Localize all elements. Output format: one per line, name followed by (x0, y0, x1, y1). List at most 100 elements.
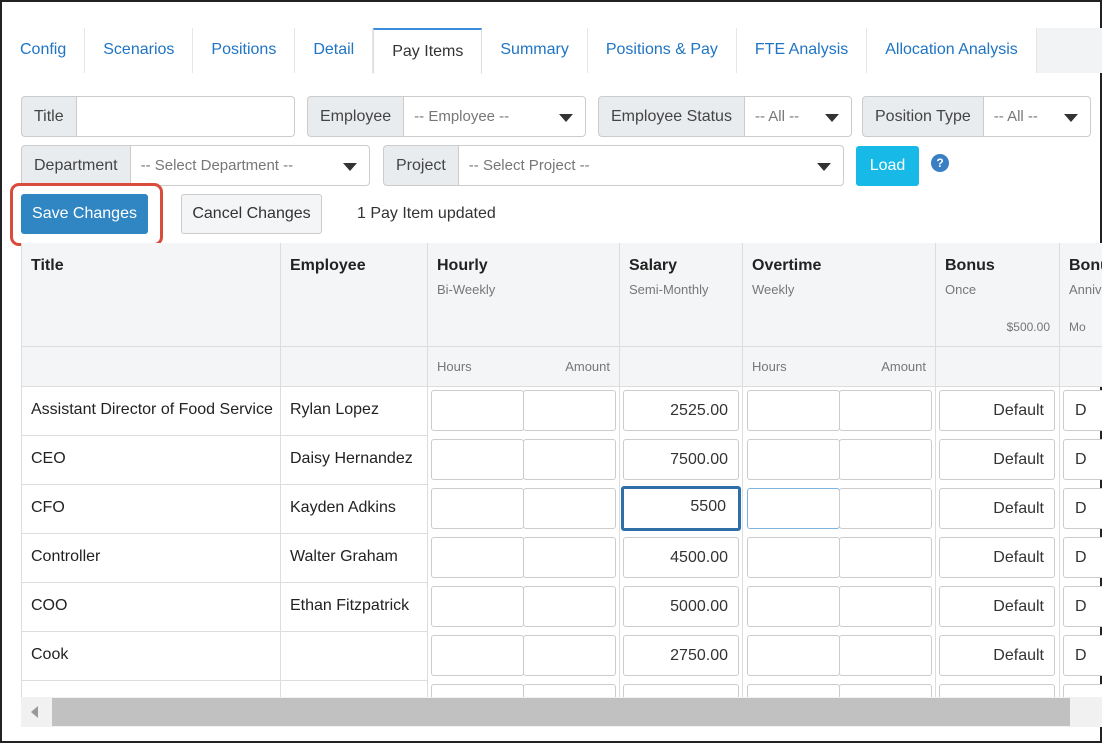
header-cell: Title (22, 243, 280, 347)
cancel-changes-button[interactable]: Cancel Changes (181, 194, 322, 234)
position-type-label: Position Type (862, 96, 983, 137)
bonus-2-select[interactable]: D (1063, 390, 1102, 431)
project-select[interactable]: -- Select Project -- (457, 145, 844, 186)
table-row (281, 534, 427, 583)
employee-status-select[interactable]: -- All -- (743, 96, 852, 137)
hourly-hours-input[interactable] (431, 684, 524, 697)
table-row (281, 632, 427, 681)
salary-input[interactable]: 2750.00 (623, 635, 739, 676)
overtime-amount-input[interactable] (839, 488, 932, 529)
overtime-amount-input[interactable] (839, 586, 932, 627)
chevron-down-icon (816, 163, 831, 171)
column-bonus-anniversary: Bonu Anniv Mo D D D D D D (1060, 243, 1102, 697)
tab-pay-items[interactable]: Pay Items (373, 28, 483, 74)
tab-summary[interactable]: Summary (482, 28, 588, 73)
project-select-value: -- Select Project -- (468, 157, 590, 174)
tab-detail[interactable]: Detail (295, 28, 374, 73)
bonus-select[interactable]: Default (939, 586, 1055, 627)
salary-input[interactable]: 2525.00 (623, 390, 739, 431)
tab-positions-pay[interactable]: Positions & Pay (587, 28, 737, 73)
header-bonus: Bonus (945, 257, 995, 274)
table-row (22, 583, 280, 632)
subheader-amount: Amount (881, 359, 926, 374)
department-select[interactable]: -- Select Department -- (129, 145, 370, 186)
hourly-hours-input[interactable] (431, 537, 524, 578)
salary-input[interactable]: 5000.00 (623, 586, 739, 627)
hourly-hours-input[interactable] (431, 439, 524, 480)
employee-status-filter: Employee Status -- All -- (598, 96, 852, 137)
tab-scenarios[interactable]: Scenarios (85, 28, 194, 73)
title-input[interactable] (76, 97, 294, 136)
table-row (281, 485, 427, 534)
help-icon[interactable]: ? (931, 154, 949, 172)
salary-input-editing[interactable]: 5500 (621, 486, 741, 531)
bonus-select[interactable]: Default (939, 537, 1055, 578)
overtime-hours-input[interactable] (747, 537, 840, 578)
hourly-hours-input[interactable] (431, 635, 524, 676)
overtime-hours-input[interactable] (747, 586, 840, 627)
horizontal-scrollbar[interactable] (21, 697, 1102, 727)
bonus-2-select[interactable] (1063, 684, 1102, 697)
overtime-hours-input[interactable] (747, 635, 840, 676)
header-title: Title (31, 257, 64, 274)
bonus-select[interactable]: Default (939, 439, 1055, 480)
hourly-hours-input[interactable] (431, 488, 524, 529)
overtime-hours-input-focused[interactable] (747, 488, 840, 529)
overtime-amount-input[interactable] (839, 390, 932, 431)
header-cell: Overtime Weekly (743, 243, 935, 347)
tab-allocation-analysis[interactable]: Allocation Analysis (867, 28, 1037, 73)
subheader-cell (22, 347, 280, 387)
bonus-2-select[interactable]: D (1063, 439, 1102, 480)
bonus-2-select[interactable]: D (1063, 537, 1102, 578)
hourly-amount-input[interactable] (523, 684, 616, 697)
table-row (22, 436, 280, 485)
tab-positions[interactable]: Positions (193, 28, 296, 73)
save-changes-button[interactable]: Save Changes (21, 194, 148, 234)
header-cell: Hourly Bi-Weekly (428, 243, 619, 347)
hourly-hours-input[interactable] (431, 586, 524, 627)
hourly-amount-input[interactable] (523, 537, 616, 578)
bonus-select[interactable] (939, 684, 1055, 697)
cell-employee: Daisy Hernandez (290, 450, 413, 467)
overtime-amount-input[interactable] (839, 684, 932, 697)
overtime-hours-input[interactable] (747, 684, 840, 697)
bonus-2-select[interactable]: D (1063, 635, 1102, 676)
overtime-amount-input[interactable] (839, 635, 932, 676)
overtime-hours-input[interactable] (747, 439, 840, 480)
hourly-amount-input[interactable] (523, 439, 616, 480)
department-label: Department (21, 145, 130, 186)
hourly-hours-input[interactable] (431, 390, 524, 431)
overtime-amount-input[interactable] (839, 537, 932, 578)
bonus-select[interactable]: Default (939, 488, 1055, 529)
bonus-2-select[interactable]: D (1063, 586, 1102, 627)
position-type-select[interactable]: -- All -- (982, 96, 1091, 137)
employee-status-label: Employee Status (598, 96, 744, 137)
employee-filter: Employee -- Employee -- (307, 96, 587, 137)
project-filter: Project -- Select Project -- (383, 145, 844, 186)
salary-input[interactable] (623, 684, 739, 697)
title-filter-control (75, 96, 295, 137)
header-bonus-amount: $500.00 (1006, 320, 1050, 334)
tab-config[interactable]: Config (2, 28, 86, 73)
hourly-amount-input[interactable] (523, 488, 616, 529)
overtime-hours-input[interactable] (747, 390, 840, 431)
tab-fte-analysis[interactable]: FTE Analysis (736, 28, 868, 73)
department-filter: Department -- Select Department -- (21, 145, 370, 186)
employee-status-value: -- All -- (754, 108, 800, 125)
bonus-2-select[interactable]: D (1063, 488, 1102, 529)
project-label: Project (383, 145, 458, 186)
bonus-select[interactable]: Default (939, 390, 1055, 431)
header-bonus-frequency: Once (945, 282, 977, 297)
cell-employee: Rylan Lopez (290, 401, 379, 418)
salary-input[interactable]: 4500.00 (623, 537, 739, 578)
hourly-amount-input[interactable] (523, 586, 616, 627)
salary-input[interactable]: 7500.00 (623, 439, 739, 480)
hourly-amount-input[interactable] (523, 390, 616, 431)
scroll-left-arrow-icon[interactable] (31, 706, 38, 718)
load-button[interactable]: Load (856, 146, 919, 186)
overtime-amount-input[interactable] (839, 439, 932, 480)
employee-select[interactable]: -- Employee -- (403, 96, 587, 137)
bonus-select[interactable]: Default (939, 635, 1055, 676)
scrollbar-thumb[interactable] (52, 698, 1070, 726)
hourly-amount-input[interactable] (523, 635, 616, 676)
